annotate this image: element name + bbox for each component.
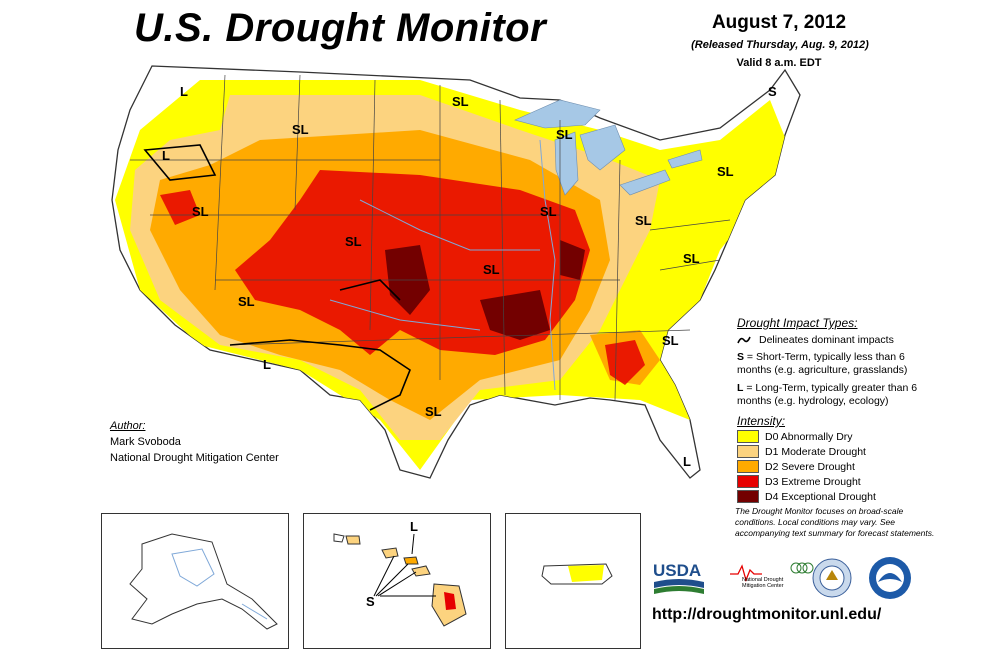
- label-l-or: L: [162, 148, 170, 163]
- intensity-level-row: D3 Extreme Drought: [737, 475, 937, 488]
- legend-short-term-key: S: [737, 351, 745, 363]
- website-url[interactable]: http://droughtmonitor.unl.edu/: [652, 606, 882, 623]
- intensity-levels: D0 Abnormally Dry D1 Moderate Drought D2 S…: [737, 430, 937, 503]
- intensity-label: D3 Extreme Drought: [765, 475, 861, 488]
- label-sl-mt: SL: [292, 122, 309, 137]
- label-s-me: S: [768, 84, 777, 99]
- legend-short-term-text: = Short-Term, typically less than 6 mont…: [737, 351, 908, 376]
- label-sl-wv: SL: [683, 251, 700, 266]
- ndmc-wordmark: National Drought Mitigation Center: [742, 577, 784, 589]
- intensity-swatch: [737, 460, 759, 473]
- legend-delineates-row: Delineates dominant impacts: [737, 334, 937, 346]
- intensity-swatch: [737, 445, 759, 458]
- usda-logo: USDA: [652, 556, 706, 596]
- disclaimer-note: The Drought Monitor focuses on broad-sca…: [735, 506, 935, 538]
- author-name: Mark Svoboda: [110, 436, 181, 448]
- state-lines: [130, 74, 731, 401]
- label-sl-nd: SL: [452, 94, 469, 109]
- map-title: U.S. Drought Monitor: [134, 6, 547, 50]
- label-sl-nv: SL: [192, 204, 209, 219]
- rivers: [329, 139, 556, 391]
- author-heading: Author:: [110, 420, 146, 432]
- label-l-nm: L: [263, 357, 271, 372]
- label-l-nw: L: [180, 84, 188, 99]
- label-sl-ga: SL: [662, 333, 679, 348]
- impact-types-heading: Drought Impact Types:: [737, 316, 858, 330]
- label-sl-oh: SL: [635, 213, 652, 228]
- label-l-hi: L: [410, 519, 418, 534]
- intensity-level-row: D0 Abnormally Dry: [737, 430, 937, 443]
- puerto-rico-map: [541, 563, 613, 585]
- intensity-level-row: D1 Moderate Drought: [737, 445, 937, 458]
- ndmc-logo: National Drought Mitigation Center: [728, 560, 788, 606]
- noaa-logo: [868, 556, 912, 600]
- hawaii-map: L S: [333, 519, 467, 627]
- drought-d3-west: [160, 190, 200, 225]
- usda-wordmark: USDA: [653, 561, 701, 580]
- intensity-swatch: [737, 490, 759, 503]
- legend-long-term-text: = Long-Term, typically greater than 6 mo…: [737, 382, 918, 407]
- usda-logo-graphic: USDA: [653, 561, 704, 594]
- puerto-rico-inset: [505, 513, 641, 649]
- delineation-line-icon: [737, 336, 751, 344]
- great-lakes: [514, 99, 703, 196]
- intensity-label: D1 Moderate Drought: [765, 445, 866, 458]
- tree-rings-icon: [790, 562, 814, 574]
- intensity-swatch: [737, 475, 759, 488]
- legend-delineates: Delineates dominant impacts: [759, 334, 894, 346]
- drought-d4-area-2: [480, 290, 550, 340]
- alaska-inset: [101, 513, 289, 649]
- intensity-label: D4 Exceptional Drought: [765, 490, 876, 503]
- drought-d3-ga: [605, 340, 645, 385]
- intensity-heading: Intensity:: [737, 414, 786, 428]
- label-sl-co: SL: [345, 234, 362, 249]
- map-date: August 7, 2012: [711, 12, 847, 33]
- label-s-hi: S: [366, 594, 375, 609]
- intensity-label: D0 Abnormally Dry: [765, 430, 853, 443]
- ndmc-logo-graphic: National Drought Mitigation Center: [730, 564, 784, 589]
- drought-d4-area-3: [560, 240, 585, 280]
- commerce-seal-icon: [812, 558, 852, 598]
- legend-long-term-key: L: [737, 382, 744, 394]
- label-sl-tx: SL: [425, 404, 442, 419]
- valid-time: Valid 8 a.m. EDT: [736, 57, 822, 69]
- intensity-level-row: D4 Exceptional Drought: [737, 490, 937, 503]
- noaa-logo-icon: [869, 557, 911, 599]
- noaa-trees-logo: [790, 560, 814, 584]
- label-sl-az: SL: [238, 294, 255, 309]
- release-date: (Released Thursday, Aug. 9, 2012): [691, 39, 869, 51]
- intensity-label: D2 Severe Drought: [765, 460, 855, 473]
- label-sl-ks: SL: [483, 262, 500, 277]
- commerce-seal: [812, 558, 852, 598]
- intensity-swatch: [737, 430, 759, 443]
- legend: Drought Impact Types: Delineates dominan…: [737, 316, 937, 505]
- label-sl-mi: SL: [556, 127, 573, 142]
- legend-short-term: S = Short-Term, typically less than 6 mo…: [737, 351, 937, 377]
- label-sl-ne: SL: [540, 204, 557, 219]
- legend-long-term: L = Long-Term, typically greater than 6 …: [737, 382, 937, 408]
- label-sl-pa: SL: [717, 164, 734, 179]
- intensity-level-row: D2 Severe Drought: [737, 460, 937, 473]
- impact-lines: [143, 144, 411, 411]
- alaska-map: [129, 533, 278, 630]
- hawaii-inset: L S: [303, 513, 491, 649]
- author-block: Author: Mark Svoboda National Drought Mi…: [110, 418, 279, 466]
- label-l-fl: L: [683, 454, 691, 469]
- author-org: National Drought Mitigation Center: [110, 452, 279, 464]
